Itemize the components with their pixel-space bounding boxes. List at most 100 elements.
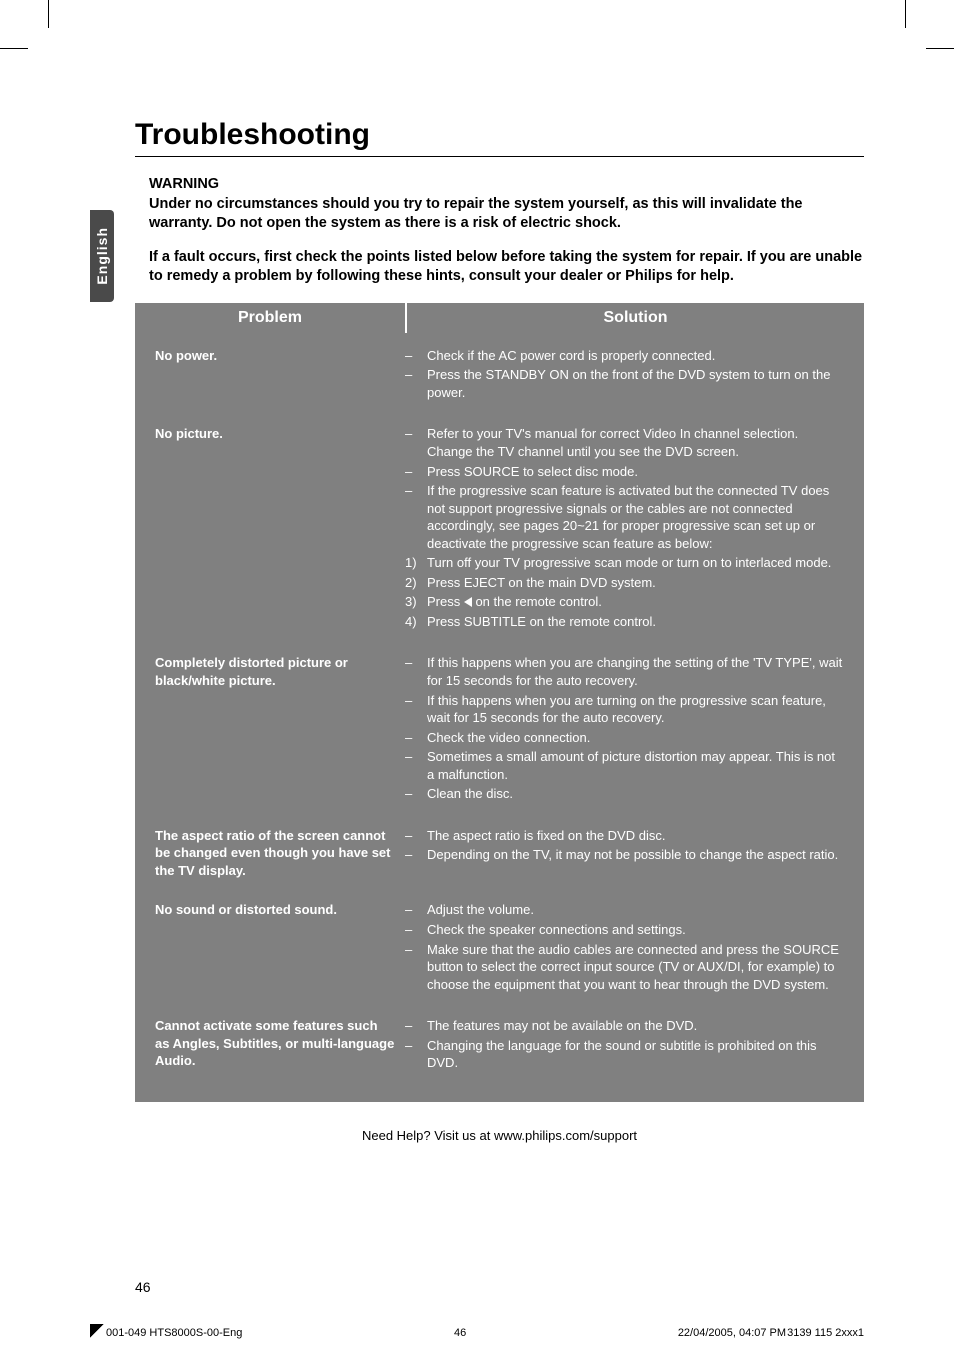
problem-cell: No sound or distorted sound.	[155, 901, 405, 995]
solution-item: –Check the video connection.	[405, 729, 844, 747]
item-text-pre: Press	[427, 594, 464, 609]
th-problem: Problem	[135, 303, 405, 333]
item-marker: –	[405, 425, 412, 443]
print-footer: 001-049 HTS8000S-00-Eng 46 22/04/2005, 0…	[90, 1324, 864, 1339]
language-tab: English	[90, 210, 114, 302]
item-text: Press the STANDBY ON on the front of the…	[427, 367, 830, 400]
footer-center: 46	[454, 1327, 466, 1339]
solution-list: –Adjust the volume.–Check the speaker co…	[405, 901, 844, 993]
solution-cell: –The features may not be available on th…	[405, 1017, 844, 1074]
solution-item: –Press SOURCE to select disc mode.	[405, 463, 844, 481]
item-marker: –	[405, 366, 412, 384]
solution-item: –If the progressive scan feature is acti…	[405, 482, 844, 552]
solution-cell: –The aspect ratio is fixed on the DVD di…	[405, 827, 844, 880]
item-marker: –	[405, 1017, 412, 1035]
solution-item: –Refer to your TV's manual for correct V…	[405, 425, 844, 460]
item-text: Changing the language for the sound or s…	[427, 1038, 817, 1071]
crop-mark	[905, 0, 906, 28]
item-text: Check if the AC power cord is properly c…	[427, 348, 715, 363]
item-marker: 3)	[405, 593, 417, 611]
item-marker: 4)	[405, 613, 417, 631]
crop-mark	[48, 0, 49, 28]
item-marker: –	[405, 901, 412, 919]
fold-icon	[90, 1324, 104, 1338]
solution-item: –The aspect ratio is fixed on the DVD di…	[405, 827, 844, 845]
item-text: Depending on the TV, it may not be possi…	[427, 847, 838, 862]
item-marker: 2)	[405, 574, 417, 592]
problem-cell: Completely distorted picture or black/wh…	[155, 654, 405, 804]
table-header-row: Problem Solution	[135, 303, 864, 333]
solution-item: –If this happens when you are changing t…	[405, 654, 844, 689]
solution-item: –Make sure that the audio cables are con…	[405, 941, 844, 994]
solution-item: 1)Turn off your TV progressive scan mode…	[405, 554, 844, 572]
solution-cell: –Refer to your TV's manual for correct V…	[405, 425, 844, 632]
table-row: Completely distorted picture or black/wh…	[155, 654, 844, 804]
footer-right: 22/04/2005, 04:07 PM 3139 115 2xxx1	[678, 1327, 864, 1339]
warning-para1: Under no circumstances should you try to…	[149, 195, 864, 234]
item-text: The features may not be available on the…	[427, 1018, 697, 1033]
item-marker: –	[405, 729, 412, 747]
warning-para2: If a fault occurs, first check the point…	[149, 248, 864, 287]
page-number: 46	[135, 1279, 151, 1295]
solution-list: –Refer to your TV's manual for correct V…	[405, 425, 844, 630]
solution-item: 4) Press SUBTITLE on the remote control.	[405, 613, 844, 631]
item-marker: –	[405, 463, 412, 481]
item-marker: –	[405, 482, 412, 500]
crop-mark	[926, 48, 954, 49]
item-marker: –	[405, 785, 412, 803]
item-marker: –	[405, 827, 412, 845]
solution-item: –Sometimes a small amount of picture dis…	[405, 748, 844, 783]
troubleshooting-table: Problem Solution No power.–Check if the …	[135, 303, 864, 1102]
table-row: No picture.–Refer to your TV's manual fo…	[155, 425, 844, 632]
item-text: Check the speaker connections and settin…	[427, 922, 686, 937]
item-text: Refer to your TV's manual for correct Vi…	[427, 426, 798, 459]
solution-item: 2) Press EJECT on the main DVD system.	[405, 574, 844, 592]
th-solution: Solution	[407, 303, 864, 333]
item-text: The aspect ratio is fixed on the DVD dis…	[427, 828, 665, 843]
content-area: Troubleshooting WARNING Under no circums…	[135, 118, 864, 1143]
warning-block: WARNING Under no circumstances should yo…	[149, 175, 864, 287]
item-text: Turn off your TV progressive scan mode o…	[427, 555, 831, 570]
table-body: No power.–Check if the AC power cord is …	[135, 333, 864, 1102]
left-triangle-icon	[464, 597, 472, 607]
item-text: Press SUBTITLE on the remote control.	[427, 614, 656, 629]
page-title: Troubleshooting	[135, 118, 864, 152]
solution-list: –The aspect ratio is fixed on the DVD di…	[405, 827, 844, 864]
solution-list: –Check if the AC power cord is properly …	[405, 347, 844, 402]
item-marker: –	[405, 654, 412, 672]
item-text-post: on the remote control.	[472, 594, 602, 609]
table-row: Cannot activate some features such as An…	[155, 1017, 844, 1074]
item-marker: –	[405, 347, 412, 365]
item-marker: –	[405, 846, 412, 864]
warning-head: WARNING	[149, 175, 864, 195]
page: English Troubleshooting WARNING Under no…	[0, 0, 954, 1365]
problem-cell: The aspect ratio of the screen cannot be…	[155, 827, 405, 880]
item-text: Adjust the volume.	[427, 902, 534, 917]
solution-item: –Changing the language for the sound or …	[405, 1037, 844, 1072]
solution-list: –If this happens when you are changing t…	[405, 654, 844, 802]
item-text: Clean the disc.	[427, 786, 513, 801]
solution-item: –Depending on the TV, it may not be poss…	[405, 846, 844, 864]
item-marker: –	[405, 748, 412, 766]
item-text: Press EJECT on the main DVD system.	[427, 575, 656, 590]
table-row: No power.–Check if the AC power cord is …	[155, 347, 844, 404]
item-text: If the progressive scan feature is activ…	[427, 483, 829, 551]
solution-item: –Adjust the volume.	[405, 901, 844, 919]
help-footer: Need Help? Visit us at www.philips.com/s…	[135, 1128, 864, 1143]
solution-item: –Clean the disc.	[405, 785, 844, 803]
solution-cell: –If this happens when you are changing t…	[405, 654, 844, 804]
item-text: Sometimes a small amount of picture dist…	[427, 749, 835, 782]
solution-list: –The features may not be available on th…	[405, 1017, 844, 1072]
solution-item: –Check if the AC power cord is properly …	[405, 347, 844, 365]
solution-cell: –Check if the AC power cord is properly …	[405, 347, 844, 404]
footer-left-text: 001-049 HTS8000S-00-Eng	[106, 1327, 242, 1339]
item-text: If this happens when you are turning on …	[427, 693, 826, 726]
footer-right-b: 3139 115 2xxx1	[787, 1327, 864, 1339]
item-text: Press SOURCE to select disc mode.	[427, 464, 638, 479]
solution-item: –Check the speaker connections and setti…	[405, 921, 844, 939]
language-tab-label: English	[94, 227, 110, 285]
solution-item: –The features may not be available on th…	[405, 1017, 844, 1035]
crop-mark	[0, 48, 28, 49]
problem-cell: No power.	[155, 347, 405, 404]
solution-item: –If this happens when you are turning on…	[405, 692, 844, 727]
